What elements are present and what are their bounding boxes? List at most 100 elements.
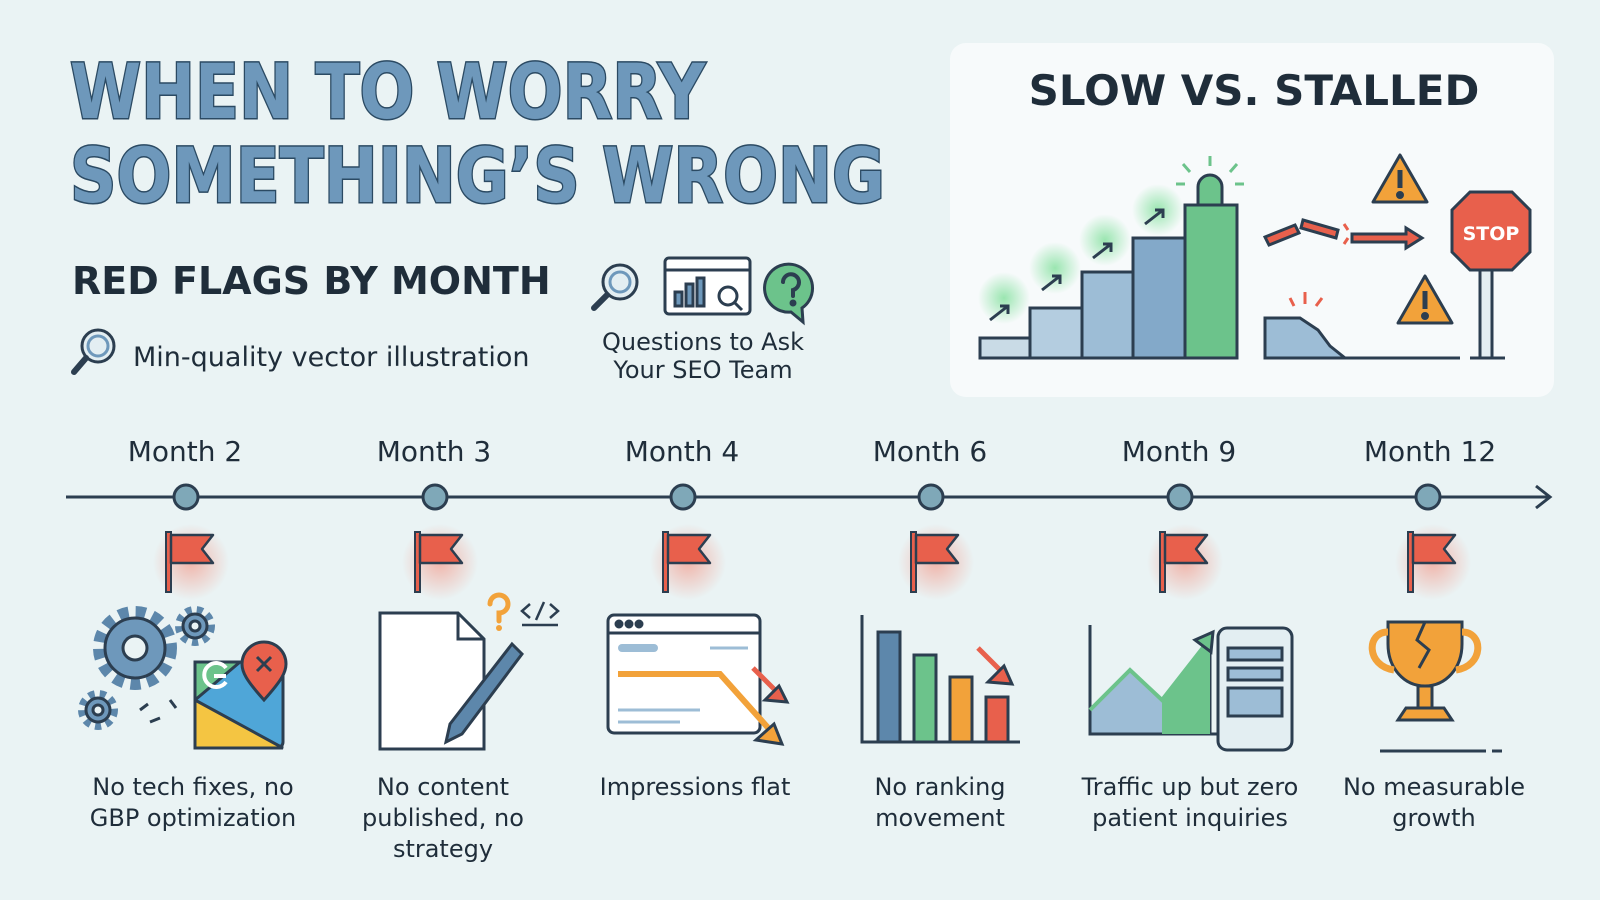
slow-growth-stairs-part — [978, 272, 1030, 324]
questions-icons-part — [781, 272, 801, 298]
slow-growth-stairs-part-part — [1092, 242, 1113, 260]
browser-decline-icon-part — [618, 671, 773, 732]
slow-growth-stairs-part — [1183, 203, 1239, 360]
gears-map-icon-part — [93, 606, 177, 690]
gears-map-icon-part — [202, 661, 228, 689]
bar-chart-icon-part — [984, 663, 1015, 686]
month-label: Month 6 — [873, 435, 987, 468]
stalled-graphic-part — [1262, 223, 1302, 247]
browser-decline-icon-part — [614, 619, 624, 629]
red-flag — [896, 522, 976, 602]
document-pen-icon-part — [487, 592, 511, 624]
broken-trophy-icon-part — [1415, 621, 1431, 669]
questions-icons-part — [601, 263, 639, 301]
gears-map-icon — [78, 606, 288, 750]
bar-chart-icon-part — [948, 675, 974, 744]
browser-decline-icon-part — [634, 619, 644, 629]
broken-trophy-icon-part — [1416, 684, 1434, 710]
stalled-graphic-part-part — [1314, 297, 1324, 307]
document-pen-icon — [378, 592, 560, 751]
browser-decline-icon — [606, 613, 790, 746]
gears-map-icon-part — [175, 606, 215, 646]
questions-icons-part — [608, 270, 632, 294]
timeline-dots-part — [917, 483, 945, 511]
bar-chart-icon-part — [876, 630, 902, 744]
browser-decline-icon-part — [752, 721, 785, 746]
document-pen-icon-part — [520, 601, 560, 627]
stalled-graphic — [1262, 153, 1532, 360]
broken-trophy-icon-part — [1386, 620, 1464, 688]
questions-icons-part — [732, 300, 744, 312]
month-label: Month 4 — [625, 435, 739, 468]
timeline-arrow — [1535, 484, 1553, 510]
magnifier-icon — [71, 328, 116, 375]
document-pen-icon-part — [443, 641, 524, 745]
month-label: Month 9 — [1122, 435, 1236, 468]
questions-icons-part — [591, 292, 610, 311]
red-flag — [400, 522, 480, 602]
gears-map-icon-part — [255, 655, 273, 673]
slow-growth-stairs-part — [1029, 242, 1081, 294]
document-pen-icon-part — [496, 625, 502, 631]
flag-description: Traffic up but zero patient inquiries — [1081, 773, 1299, 832]
questions-label: Questions to Ask — [602, 328, 804, 356]
stalled-graphic-part — [1342, 223, 1350, 245]
gears-map-icon-part — [188, 619, 202, 633]
flag-description: No ranking movement — [874, 773, 1006, 832]
slow-growth-stairs-part — [978, 336, 1032, 360]
bar-chart-icon-part — [984, 695, 1010, 744]
slow-growth-stairs-part-part — [1144, 208, 1165, 226]
slow-growth-stairs-part — [1080, 270, 1135, 360]
stalled-graphic-part — [1350, 225, 1425, 251]
red-flag — [151, 522, 231, 602]
stalled-graphic-part — [1288, 292, 1324, 307]
magnifier-icon-part — [71, 355, 89, 375]
questions-icons-part — [695, 276, 706, 308]
timeline-dots — [172, 483, 1442, 511]
flag-description: No tech fixes, no GBP optimization — [89, 773, 297, 832]
slow-growth-stairs-part-part — [1228, 163, 1239, 173]
document-pen-icon-part — [378, 611, 486, 751]
flag-description: No content published, no strategy — [362, 773, 524, 863]
stalled-graphic-part — [1450, 190, 1532, 272]
red-flag — [1145, 522, 1225, 602]
slow-growth-stairs-part — [1196, 173, 1224, 207]
title-line: WHEN TO WORRY — [70, 47, 706, 136]
panel-title: SLOW VS. STALLED — [1029, 66, 1480, 115]
stalled-graphic-part — [1421, 312, 1429, 320]
questions-icons-part — [763, 262, 815, 326]
timeline-dots-part — [1414, 483, 1442, 511]
month-label: Month 12 — [1364, 435, 1496, 468]
questions-icons-part — [717, 285, 739, 307]
questions-icons-part — [789, 299, 797, 307]
subtitle: RED FLAGS BY MONTH — [72, 259, 551, 303]
stalled-graphic-part-part — [1342, 223, 1350, 231]
month-label-group: Month 2 Month 3 Month 4 Month 6 Month 9 … — [128, 435, 1496, 468]
traffic-phone-icon-part — [1162, 640, 1210, 734]
red-flag — [648, 522, 728, 602]
flag-description: Impressions flat — [599, 773, 791, 801]
broken-trophy-icon — [1368, 620, 1502, 753]
browser-decline-icon-part — [618, 644, 658, 652]
month-label: Month 3 — [377, 435, 491, 468]
slow-growth-stairs-part — [1176, 156, 1244, 186]
timeline-dots-part — [172, 483, 200, 511]
note: Min-quality vector illustration — [133, 342, 529, 373]
bar-chart-icon — [860, 615, 1020, 744]
traffic-phone-icon-part — [1226, 666, 1284, 682]
slow-growth-stairs-part-part — [989, 304, 1010, 322]
gears-map-icon-part — [91, 703, 105, 717]
slow-growth-stairs-part-part — [1181, 163, 1192, 173]
bar-chart-icon-part — [912, 653, 938, 744]
bar-chart-icon-part — [976, 646, 1002, 672]
red-flag — [1393, 522, 1473, 602]
stalled-graphic-part-part — [1342, 237, 1350, 245]
stalled-graphic-part-part — [1288, 297, 1296, 307]
questions-icons-part — [684, 282, 695, 308]
traffic-phone-icon-part — [1226, 686, 1284, 718]
slow-growth-stairs-part — [1131, 236, 1187, 360]
questions-icons — [591, 256, 815, 326]
traffic-phone-icon — [1088, 625, 1294, 752]
questions-icons-part — [673, 290, 684, 308]
slow-growth-stairs-part — [1028, 306, 1084, 360]
